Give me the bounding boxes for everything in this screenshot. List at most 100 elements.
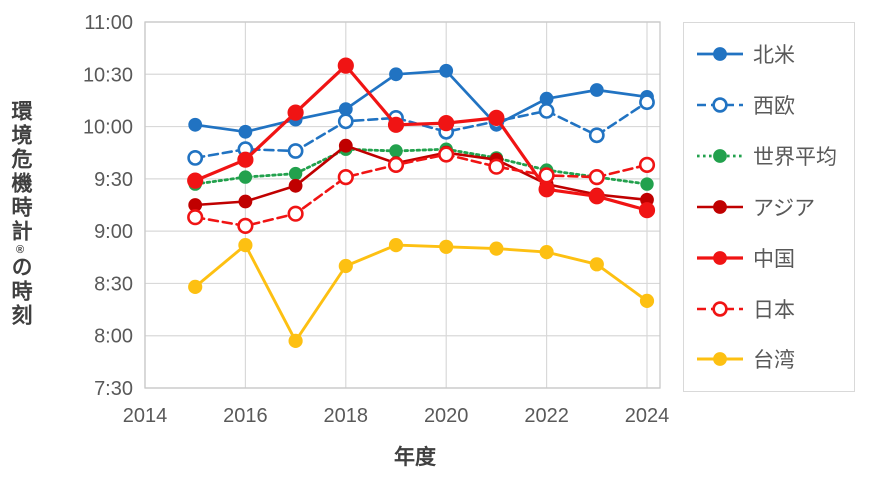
legend-item-north-america: 北米 xyxy=(696,39,850,69)
series-line-north-america xyxy=(193,69,649,134)
tick-labels: 7:30 8:00 8:30 9:00 9:30 10:00 10:30 11:00 2014 2… xyxy=(83,12,669,427)
legend-label-taiwan: 台湾 xyxy=(753,349,795,373)
series-line-world-average xyxy=(193,147,649,186)
data-point-west-europe xyxy=(538,103,555,119)
data-point-west-europe xyxy=(337,113,354,130)
data-point-japan xyxy=(488,158,505,175)
series-japan xyxy=(187,146,656,234)
data-point-japan xyxy=(538,167,555,184)
data-point-north-america xyxy=(589,83,604,97)
data-point-japan xyxy=(588,169,605,186)
chart-legend: 北米西欧世界平均アジア中国日本台湾 xyxy=(683,22,855,392)
legend-label-japan: 日本 xyxy=(753,298,795,322)
data-point-china xyxy=(638,202,656,219)
data-point-japan xyxy=(287,205,304,222)
series-line-japan xyxy=(193,153,649,228)
legend-item-west-europe: 西欧 xyxy=(696,90,850,120)
data-point-china xyxy=(588,188,605,205)
y-axis-title: 環境危機時計®の時刻 xyxy=(9,100,32,328)
data-point-japan xyxy=(638,156,656,173)
data-point-west-europe xyxy=(187,149,204,166)
legend-label-asia: アジア xyxy=(753,196,816,220)
data-point-japan xyxy=(237,217,254,234)
data-point-taiwan xyxy=(539,245,554,260)
legend-marker-china xyxy=(697,250,743,265)
data-point-china xyxy=(187,172,204,189)
data-point-taiwan xyxy=(388,238,404,253)
series-line-taiwan xyxy=(193,243,649,343)
data-point-world-average xyxy=(238,170,253,184)
data-point-taiwan xyxy=(338,258,353,274)
y-tick-label: 11:00 xyxy=(84,12,133,34)
legend-item-taiwan: 台湾 xyxy=(696,344,850,374)
legend-item-japan: 日本 xyxy=(696,294,850,324)
data-point-japan xyxy=(337,169,354,186)
series-line-asia xyxy=(193,144,649,207)
data-point-taiwan xyxy=(288,333,303,348)
y-tick-label: 7:30 xyxy=(94,378,133,400)
y-axis-title-suffix: の時刻 xyxy=(9,256,32,328)
legend-marker-west-europe xyxy=(697,97,743,113)
data-point-west-europe xyxy=(588,127,605,144)
data-point-world-average xyxy=(288,166,303,181)
data-point-china xyxy=(337,57,354,74)
data-point-north-america xyxy=(188,117,203,132)
legend-item-china: 中国 xyxy=(696,243,850,273)
data-point-taiwan xyxy=(188,279,203,294)
data-point-taiwan xyxy=(489,241,504,256)
data-point-japan xyxy=(438,146,455,163)
data-point-asia xyxy=(288,178,303,193)
data-point-taiwan xyxy=(238,238,253,253)
y-tick-label: 9:00 xyxy=(94,221,133,243)
data-point-china xyxy=(287,104,304,121)
data-point-north-america xyxy=(389,67,403,82)
series-taiwan xyxy=(188,238,655,348)
data-point-china xyxy=(488,109,505,127)
y-tick-label: 8:30 xyxy=(94,273,133,295)
data-point-china xyxy=(438,115,455,132)
data-point-china xyxy=(538,181,555,198)
legend-item-asia: アジア xyxy=(696,192,850,222)
data-point-taiwan xyxy=(439,239,454,254)
gridlines xyxy=(144,21,661,389)
data-point-north-america xyxy=(439,63,454,78)
legend-marker-north-america xyxy=(697,47,743,62)
x-tick-label: 2014 xyxy=(123,405,168,427)
data-point-world-average xyxy=(389,144,403,158)
y-tick-label: 10:00 xyxy=(83,117,133,139)
y-tick-label: 8:00 xyxy=(94,326,133,348)
x-tick-label: 2022 xyxy=(524,405,569,427)
x-tick-label: 2020 xyxy=(424,405,469,427)
legend-label-world-average: 世界平均 xyxy=(753,146,837,170)
data-point-taiwan xyxy=(639,293,655,308)
series-line-china xyxy=(193,63,649,212)
legend-marker-world-average xyxy=(697,149,743,164)
data-point-taiwan xyxy=(589,257,604,272)
data-point-west-europe xyxy=(287,143,304,159)
y-tick-label: 9:30 xyxy=(94,169,133,191)
data-point-north-america xyxy=(238,124,253,139)
x-axis-title: 年度 xyxy=(394,446,436,469)
legend-marker-asia xyxy=(697,200,743,214)
x-tick-label: 2024 xyxy=(625,405,670,427)
data-point-west-europe xyxy=(639,94,655,111)
data-point-japan xyxy=(387,156,405,173)
legend-label-west-europe: 西欧 xyxy=(753,95,795,119)
data-point-china xyxy=(387,116,405,133)
data-point-china xyxy=(237,151,254,168)
y-axis-title-main: 環境危機時計 xyxy=(9,100,32,244)
x-tick-label: 2016 xyxy=(223,405,268,427)
legend-label-north-america: 北米 xyxy=(753,44,795,68)
data-point-japan xyxy=(187,209,204,226)
data-point-world-average xyxy=(640,177,654,191)
plot-border xyxy=(144,21,661,389)
legend-item-world-average: 世界平均 xyxy=(696,141,850,171)
legend-label-china: 中国 xyxy=(753,247,795,271)
series-china xyxy=(187,57,656,219)
series-line-west-europe xyxy=(193,100,649,160)
y-tick-label: 10:30 xyxy=(83,64,133,86)
registered-trademark-symbol: ® xyxy=(14,244,26,256)
data-point-asia xyxy=(338,138,353,153)
